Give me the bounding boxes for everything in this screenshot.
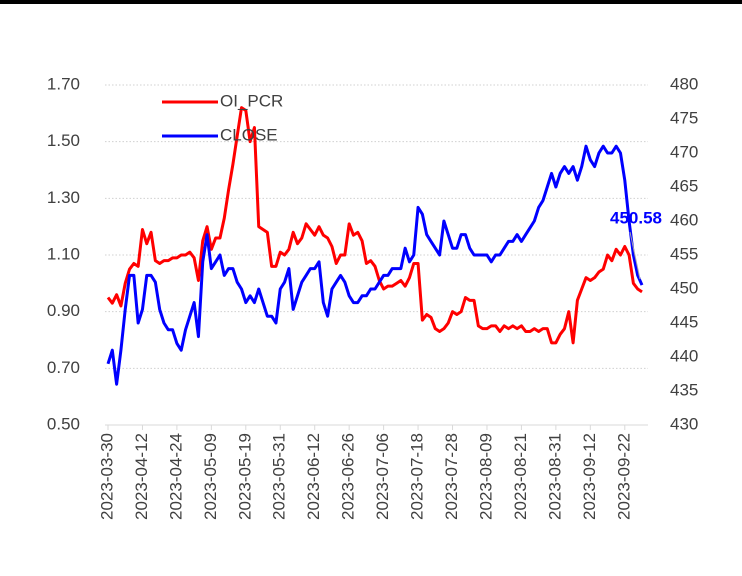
- y-tick-label: 1.70: [47, 74, 80, 93]
- x-tick-label: 2023-06-26: [339, 433, 358, 520]
- x-tick-label: 2023-07-06: [373, 433, 392, 520]
- y2-tick-label: 480: [670, 74, 698, 93]
- top-border: [0, 0, 742, 4]
- y2-tick-label: 465: [670, 176, 698, 195]
- x-tick-label: 2023-04-12: [132, 433, 151, 520]
- y2-tick-label: 470: [670, 142, 698, 161]
- x-tick-label: 2023-07-28: [442, 433, 461, 520]
- y-tick-label: 0.50: [47, 414, 80, 433]
- data-label: 450.58: [610, 208, 662, 227]
- y-tick-label: 1.30: [47, 188, 80, 207]
- y2-tick-label: 435: [670, 380, 698, 399]
- y2-tick-label: 455: [670, 244, 698, 263]
- y2-tick-label: 445: [670, 312, 698, 331]
- x-tick-label: 2023-05-09: [201, 433, 220, 520]
- x-tick-label: 2023-04-24: [166, 433, 185, 520]
- x-tick-label: 2023-06-12: [304, 433, 323, 520]
- y2-tick-label: 450: [670, 278, 698, 297]
- x-tick-label: 2023-03-30: [97, 433, 116, 520]
- x-tick-label: 2023-07-18: [408, 433, 427, 520]
- y2-tick-label: 440: [670, 346, 698, 365]
- x-tick-label: 2023-09-22: [614, 433, 633, 520]
- legend-label: OI_PCR: [220, 91, 283, 110]
- series-line: [106, 144, 644, 386]
- legend-label: CLOSE: [220, 125, 278, 144]
- x-tick-label: 2023-05-31: [270, 433, 289, 520]
- x-tick-label: 2023-08-21: [511, 433, 530, 520]
- y-tick-label: 0.90: [47, 301, 80, 320]
- y-tick-label: 1.10: [47, 244, 80, 263]
- x-tick-label: 2023-09-12: [580, 433, 599, 520]
- y2-tick-label: 475: [670, 108, 698, 127]
- x-tick-label: 2023-08-09: [476, 433, 495, 520]
- series-line: [106, 106, 643, 345]
- y2-tick-label: 430: [670, 414, 698, 433]
- label-leader: [629, 231, 641, 280]
- y-tick-label: 1.50: [47, 131, 80, 150]
- x-tick-label: 2023-08-31: [545, 433, 564, 520]
- y2-tick-label: 460: [670, 210, 698, 229]
- y-tick-label: 0.70: [47, 358, 80, 377]
- x-tick-label: 2023-05-19: [235, 433, 254, 520]
